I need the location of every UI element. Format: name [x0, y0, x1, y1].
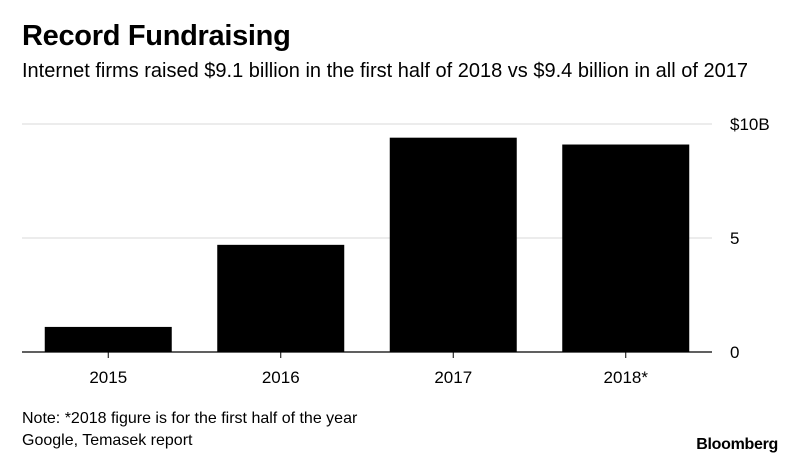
x-tick-label: 2016	[262, 368, 300, 387]
chart-note: Note: *2018 figure is for the first half…	[22, 410, 358, 427]
bar-2017	[389, 137, 517, 352]
chart-subtitle: Internet firms raised $9.1 billion in th…	[22, 60, 748, 82]
y-tick-label: 5	[730, 229, 739, 248]
bar-chart: 0 5 $10B 2015 2016 2017 2018*	[22, 115, 770, 387]
bar-2015	[44, 326, 172, 352]
x-tick-label: 2017	[434, 368, 472, 387]
x-tick-label: 2018*	[604, 368, 649, 387]
y-tick-label: 0	[730, 343, 739, 362]
chart-source: Google, Temasek report	[22, 432, 193, 449]
chart-title: Record Fundraising	[22, 20, 291, 52]
bar-2016	[217, 244, 345, 352]
bloomberg-logo: Bloomberg	[696, 436, 778, 453]
y-tick-label: $10B	[730, 115, 770, 134]
bar-2018	[562, 144, 690, 352]
x-tick-label: 2015	[89, 368, 127, 387]
